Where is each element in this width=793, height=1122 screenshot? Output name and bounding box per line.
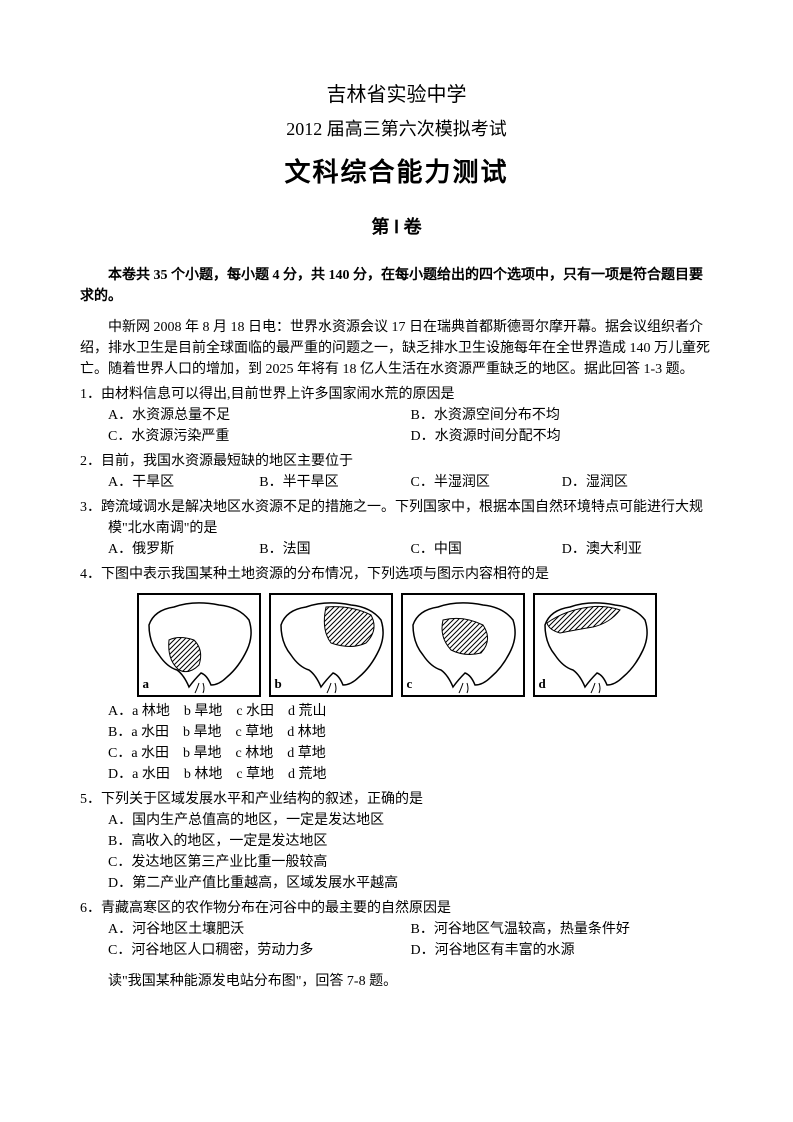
section-title: 第 Ⅰ 卷 bbox=[80, 214, 713, 241]
map-row: a b c bbox=[80, 593, 713, 697]
map-b: b bbox=[269, 593, 393, 697]
option-A: A．俄罗斯 bbox=[108, 539, 259, 560]
options: A．a 林地 b 旱地 c 水田 d 荒山B．a 水田 b 旱地 c 草地 d … bbox=[108, 701, 713, 785]
option-A: A．a 林地 b 旱地 c 水田 d 荒山 bbox=[108, 701, 713, 722]
question-stem: 1．由材料信息可以得出,目前世界上许多国家闹水荒的原因是 bbox=[80, 384, 713, 405]
option-D: D．a 水田 b 林地 c 草地 d 荒地 bbox=[108, 764, 713, 785]
exam-name: 2012 届高三第六次模拟考试 bbox=[80, 116, 713, 143]
question-2: 2．目前，我国水资源最短缺的地区主要位于A．干旱区B．半干旱区C．半湿润区D．湿… bbox=[80, 451, 713, 493]
reading-passage: 中新网 2008 年 8 月 18 日电：世界水资源会议 17 日在瑞典首都斯德… bbox=[80, 317, 713, 380]
question-5: 5．下列关于区域发展水平和产业结构的叙述，正确的是A．国内生产总值高的地区，一定… bbox=[80, 789, 713, 894]
option-B: B．高收入的地区，一定是发达地区 bbox=[108, 831, 713, 852]
subject-title: 文科综合能力测试 bbox=[80, 153, 713, 192]
question-stem: 6．青藏高寒区的农作物分布在河谷中的最主要的自然原因是 bbox=[80, 898, 713, 919]
question-4: 4．下图中表示我国某种土地资源的分布情况，下列选项与图示内容相符的是 a bbox=[80, 564, 713, 785]
option-B: B．法国 bbox=[259, 539, 410, 560]
map-d: d bbox=[533, 593, 657, 697]
question-6: 6．青藏高寒区的农作物分布在河谷中的最主要的自然原因是A．河谷地区土壤肥沃B．河… bbox=[80, 898, 713, 961]
option-C: C．河谷地区人口稠密，劳动力多 bbox=[108, 940, 411, 961]
option-C: C．发达地区第三产业比重一般较高 bbox=[108, 852, 713, 873]
option-C: C．中国 bbox=[411, 539, 562, 560]
option-C: C．水资源污染严重 bbox=[108, 426, 411, 447]
option-A: A．河谷地区土壤肥沃 bbox=[108, 919, 411, 940]
footnote-text: 读"我国某种能源发电站分布图"，回答 7-8 题。 bbox=[80, 971, 713, 992]
options: A．国内生产总值高的地区，一定是发达地区B．高收入的地区，一定是发达地区C．发达… bbox=[108, 810, 713, 894]
option-B: B．水资源空间分布不均 bbox=[411, 405, 714, 426]
question-1: 1．由材料信息可以得出,目前世界上许多国家闹水荒的原因是A．水资源总量不足B．水… bbox=[80, 384, 713, 447]
options: A．河谷地区土壤肥沃B．河谷地区气温较高，热量条件好C．河谷地区人口稠密，劳动力… bbox=[108, 919, 713, 961]
options: A．俄罗斯B．法国C．中国D．澳大利亚 bbox=[108, 539, 713, 560]
question-3: 3．跨流域调水是解决地区水资源不足的措施之一。下列国家中，根据本国自然环境特点可… bbox=[80, 497, 713, 560]
option-D: D．河谷地区有丰富的水源 bbox=[411, 940, 714, 961]
instruction-text: 本卷共 35 个小题，每小题 4 分，共 140 分，在每小题给出的四个选项中，… bbox=[80, 265, 713, 307]
map-label-b: b bbox=[275, 674, 282, 694]
question-stem: 4．下图中表示我国某种土地资源的分布情况，下列选项与图示内容相符的是 bbox=[80, 564, 713, 585]
option-D: D．水资源时间分配不均 bbox=[411, 426, 714, 447]
option-B: B．河谷地区气温较高，热量条件好 bbox=[411, 919, 714, 940]
question-stem: 5．下列关于区域发展水平和产业结构的叙述，正确的是 bbox=[80, 789, 713, 810]
option-B: B．a 水田 b 旱地 c 草地 d 林地 bbox=[108, 722, 713, 743]
option-A: A．水资源总量不足 bbox=[108, 405, 411, 426]
questions-container: 1．由材料信息可以得出,目前世界上许多国家闹水荒的原因是A．水资源总量不足B．水… bbox=[80, 384, 713, 961]
map-a: a bbox=[137, 593, 261, 697]
option-A: A．国内生产总值高的地区，一定是发达地区 bbox=[108, 810, 713, 831]
question-stem: 3．跨流域调水是解决地区水资源不足的措施之一。下列国家中，根据本国自然环境特点可… bbox=[80, 497, 713, 539]
option-A: A．干旱区 bbox=[108, 472, 259, 493]
option-B: B．半干旱区 bbox=[259, 472, 410, 493]
option-C: C．半湿润区 bbox=[411, 472, 562, 493]
map-label-a: a bbox=[143, 674, 150, 694]
options: A．水资源总量不足B．水资源空间分布不均C．水资源污染严重D．水资源时间分配不均 bbox=[108, 405, 713, 447]
options: A．干旱区B．半干旱区C．半湿润区D．湿润区 bbox=[108, 472, 713, 493]
option-D: D．湿润区 bbox=[562, 472, 713, 493]
exam-page: 吉林省实验中学 2012 届高三第六次模拟考试 文科综合能力测试 第 Ⅰ 卷 本… bbox=[0, 0, 793, 1122]
question-stem: 2．目前，我国水资源最短缺的地区主要位于 bbox=[80, 451, 713, 472]
map-label-d: d bbox=[539, 674, 546, 694]
school-name: 吉林省实验中学 bbox=[80, 80, 713, 110]
option-D: D．第二产业产值比重越高，区域发展水平越高 bbox=[108, 873, 713, 894]
option-C: C．a 水田 b 旱地 c 林地 d 草地 bbox=[108, 743, 713, 764]
map-label-c: c bbox=[407, 674, 413, 694]
map-c: c bbox=[401, 593, 525, 697]
option-D: D．澳大利亚 bbox=[562, 539, 713, 560]
